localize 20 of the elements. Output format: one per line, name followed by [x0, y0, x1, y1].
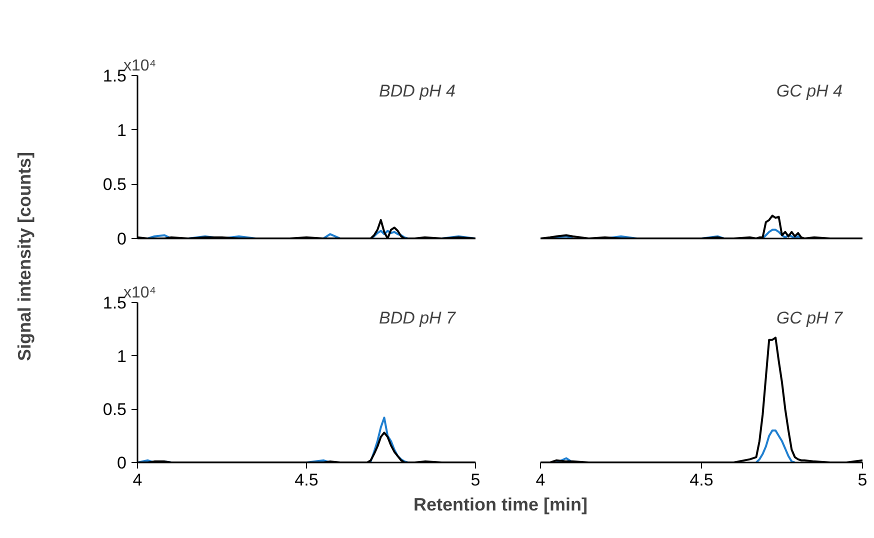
text: x10⁴ [124, 284, 156, 302]
chart-title: GC pH 7 [776, 308, 844, 328]
x-tick-label: 4 [536, 470, 546, 490]
y-tick-label: 0 [117, 230, 127, 248]
x-tick-label: 5 [470, 470, 480, 490]
y-axis-title: Signal intensity [counts] [14, 152, 34, 362]
y-tick-label: 1 [117, 120, 127, 140]
x-tick-label: 4 [132, 470, 142, 490]
y-tick-label: 0.5 [102, 400, 127, 420]
y-tick-label: 1 [117, 346, 127, 366]
text: x10⁴ [124, 58, 156, 74]
chart-title: BDD pH 7 [378, 308, 456, 328]
x-axis-title: Retention time [min] [414, 494, 588, 514]
y-tick-label: 0 [117, 454, 127, 472]
chart-title: GC pH 4 [776, 82, 843, 100]
x-tick-label: 4.5 [294, 470, 318, 490]
x-tick-label: 5 [858, 470, 868, 490]
y-tick-label: 0.5 [102, 175, 127, 194]
x-tick-label: 4.5 [690, 470, 714, 490]
chart-title: BDD pH 4 [378, 82, 456, 100]
